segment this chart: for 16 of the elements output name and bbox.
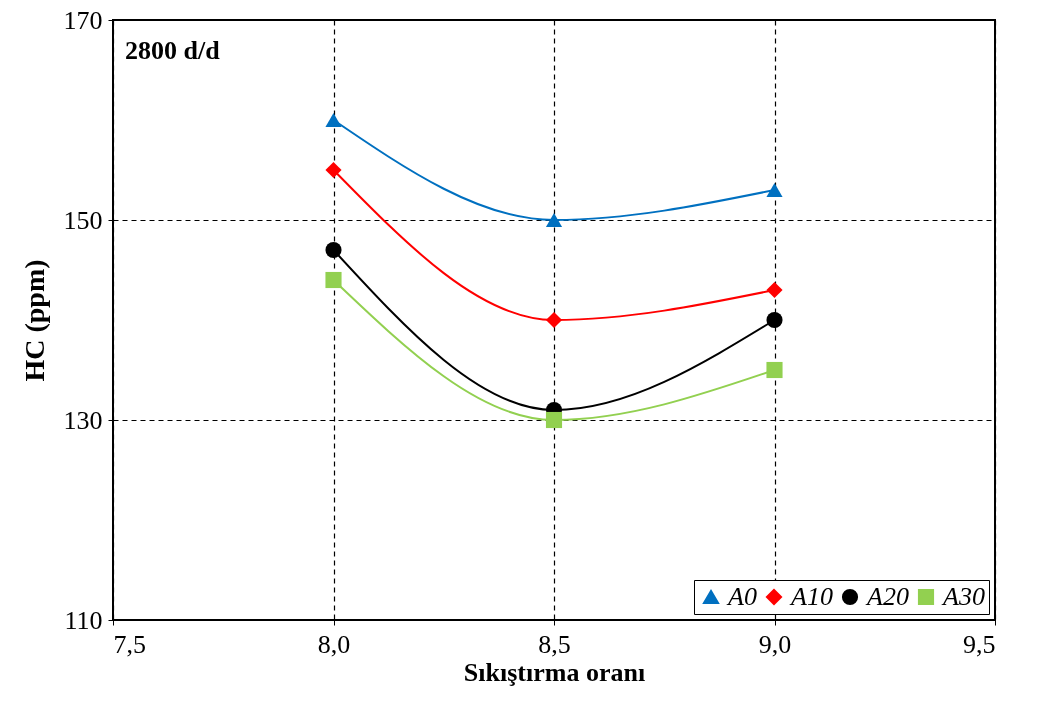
annotation: 2800 d/d bbox=[125, 36, 221, 65]
legend-label: A30 bbox=[941, 582, 985, 611]
x-tick-label: 8,0 bbox=[317, 629, 351, 659]
x-tick-label: 9,5 bbox=[963, 629, 996, 659]
legend-label: A20 bbox=[865, 582, 909, 611]
x-tick-label: 8,5 bbox=[538, 629, 571, 659]
y-tick-label: 130 bbox=[63, 405, 103, 435]
y-tick-label: 170 bbox=[63, 5, 103, 35]
y-tick-label: 110 bbox=[64, 605, 103, 635]
x-tick-label: 9,0 bbox=[758, 629, 792, 659]
y-tick-label: 150 bbox=[63, 205, 103, 235]
legend-label: A0 bbox=[726, 582, 757, 611]
x-axis-title: Sıkıştırma oranı bbox=[463, 657, 646, 687]
legend-label: A10 bbox=[789, 582, 833, 611]
x-tick-label: 7,5 bbox=[113, 629, 146, 659]
y-axis-title: HC (ppm) bbox=[18, 259, 50, 382]
